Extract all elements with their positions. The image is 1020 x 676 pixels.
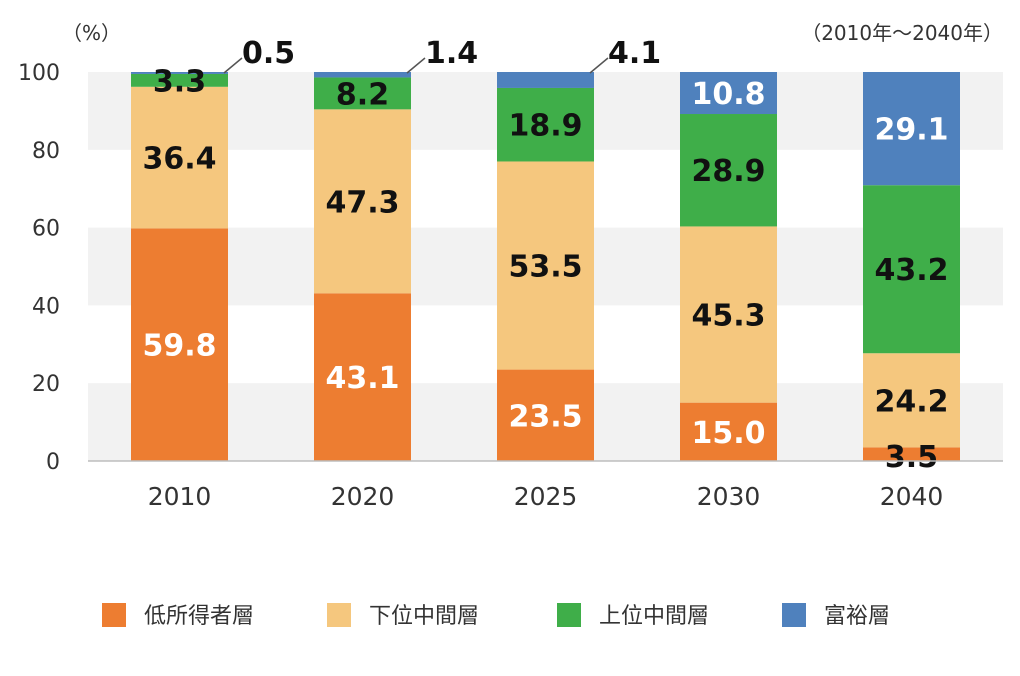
bar-segment xyxy=(131,72,228,74)
legend: 低所得者層 下位中間層 上位中間層 富裕層 xyxy=(102,603,890,629)
legend-label: 下位中間層 xyxy=(369,604,479,629)
data-label: 45.3 xyxy=(691,299,765,334)
x-tick-label: 2020 xyxy=(331,482,395,511)
leader-line xyxy=(223,57,243,74)
bar-segment xyxy=(314,109,411,294)
legend-swatch xyxy=(102,603,126,627)
bar-segment xyxy=(863,72,960,186)
y-unit-label: （%） xyxy=(62,21,121,45)
data-label: 24.2 xyxy=(874,384,948,419)
period-note: （2010年～2040年） xyxy=(801,21,1003,45)
bar-segment xyxy=(680,226,777,403)
bar-segment xyxy=(680,114,777,227)
x-tick-label: 2040 xyxy=(880,482,944,511)
x-tick-label: 2030 xyxy=(697,482,761,511)
data-label: 36.4 xyxy=(142,142,216,177)
data-label: 43.1 xyxy=(325,361,399,396)
data-labels: 59.8 36.4 3.3 0.5 43.1 47.3 8.2 1.4 23.5 53.5 18.9… xyxy=(142,36,948,475)
data-label: 4.1 xyxy=(608,36,661,71)
leader-lines xyxy=(223,57,609,74)
bar-segment xyxy=(131,228,228,461)
x-tick-label: 2010 xyxy=(148,482,212,511)
data-label: 15.0 xyxy=(691,416,765,451)
data-label: 47.3 xyxy=(325,185,399,220)
legend-swatch xyxy=(557,603,581,627)
leader-line xyxy=(406,57,426,74)
data-label: 10.8 xyxy=(691,77,765,112)
data-label: 28.9 xyxy=(691,154,765,189)
bars xyxy=(131,72,960,461)
data-label: 43.2 xyxy=(874,253,948,288)
y-tick-label: 40 xyxy=(32,294,60,319)
bar-segment xyxy=(314,72,411,78)
legend-label: 上位中間層 xyxy=(599,604,709,629)
bar-segment xyxy=(863,447,960,461)
y-tick-label: 20 xyxy=(32,372,60,397)
bar-segment xyxy=(314,77,411,110)
bar-segment xyxy=(863,353,960,448)
x-tick-label: 2025 xyxy=(514,482,578,511)
y-tick-label: 0 xyxy=(46,450,60,475)
leader-line xyxy=(589,57,609,74)
bar-segment xyxy=(497,369,594,461)
bar-segment xyxy=(497,87,594,162)
bar-segment xyxy=(314,293,411,461)
bar-segment xyxy=(863,185,960,354)
data-label: 23.5 xyxy=(508,399,582,434)
legend-swatch xyxy=(782,603,806,627)
data-label: 3.3 xyxy=(153,64,206,99)
bar-segment xyxy=(131,86,228,229)
legend-swatch xyxy=(327,603,351,627)
data-label: 59.8 xyxy=(142,329,216,364)
y-tick-label: 100 xyxy=(18,61,60,86)
data-label: 53.5 xyxy=(508,250,582,285)
y-axis: 0 20 40 60 80 100 xyxy=(18,61,60,475)
data-label: 0.5 xyxy=(242,36,295,71)
data-label: 8.2 xyxy=(336,77,389,112)
data-label: 29.1 xyxy=(874,113,948,148)
data-label: 1.4 xyxy=(425,36,478,71)
bar-segment xyxy=(497,161,594,370)
bar-segment xyxy=(680,72,777,115)
x-axis: 2010 2020 2025 2030 2040 xyxy=(148,482,944,511)
bar-segment xyxy=(131,73,228,87)
bar-segment xyxy=(680,402,777,461)
y-tick-label: 60 xyxy=(32,217,60,242)
data-label: 3.5 xyxy=(885,440,938,475)
legend-label: 富裕層 xyxy=(824,604,890,629)
data-label: 18.9 xyxy=(508,109,582,144)
legend-label: 低所得者層 xyxy=(144,604,254,629)
y-tick-label: 80 xyxy=(32,139,60,164)
bar-segment xyxy=(497,72,594,88)
